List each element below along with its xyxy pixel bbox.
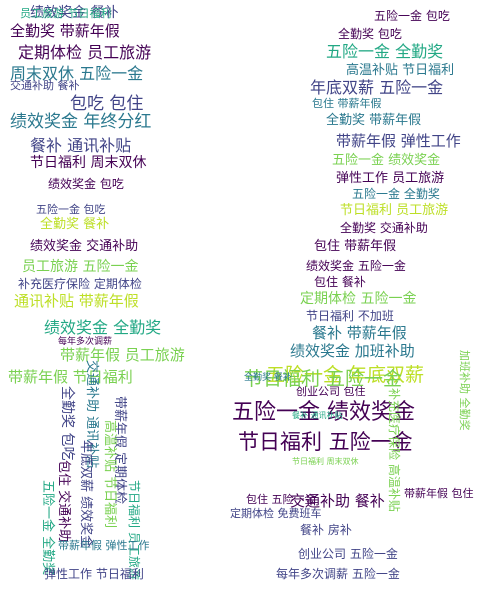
- cloud-word: 全勤奖 餐补: [244, 373, 292, 383]
- cloud-word: 包住 五险一金: [246, 493, 316, 506]
- cloud-word: 节日福利 五险一金: [238, 430, 413, 454]
- cloud-word: 带薪年假 弹性工作: [58, 539, 150, 552]
- cloud-word: 全勤奖 包吃: [338, 27, 402, 41]
- cloud-word: 绩效奖金 全勤奖: [44, 318, 162, 337]
- cloud-word: 全勤奖 包吃: [59, 386, 75, 461]
- cloud-word: 餐补 通讯补贴: [292, 411, 343, 420]
- cloud-word: 绩效奖金 包吃: [48, 177, 124, 191]
- cloud-word: 五险一金 绩效奖金: [332, 153, 441, 168]
- cloud-word: 通讯补贴 带薪年假: [14, 292, 139, 310]
- cloud-word: 加班补助 全勤奖: [458, 350, 471, 431]
- cloud-word: 全勤奖 带薪年假: [326, 113, 422, 128]
- cloud-word: 绩效奖金 年终分红: [10, 112, 152, 132]
- cloud-word: 绩效奖金 餐补: [30, 5, 119, 21]
- cloud-word: 包住 交通补助: [56, 460, 71, 543]
- cloud-word: 弹性工作 节日福利: [44, 567, 144, 581]
- cloud-word: 高温补贴 节日福利: [102, 420, 117, 529]
- cloud-word: 员工旅游 节日福利: [20, 7, 112, 20]
- cloud-word: 每年多次调薪 五险一金: [276, 567, 400, 581]
- cloud-word: 年底双薪 五险一金: [310, 78, 444, 97]
- cloud-word: 全勤奖 带薪年假: [10, 22, 120, 40]
- cloud-word: 交通补助 餐补: [10, 79, 80, 92]
- cloud-word: 带薪年假 弹性工作: [336, 132, 461, 150]
- cloud-word: 高温补贴 节日福利: [346, 63, 455, 78]
- cloud-word: 带薪年假 节日福利: [8, 368, 133, 386]
- cloud-word: 创业公司 五险一金: [298, 547, 398, 561]
- cloud-word: 补充医疗保险 定期体检: [18, 277, 142, 291]
- cloud-word: 绩效奖金 加班补助: [290, 342, 415, 360]
- cloud-word: 五险一金 绩效奖金: [232, 400, 415, 425]
- cloud-word: 五险一金 年底双薪: [266, 364, 425, 386]
- cloud-word: 节日福利 周末双休: [30, 155, 147, 171]
- cloud-word: 定期体检 五险一金: [300, 291, 417, 307]
- cloud-word: 补充医疗保险 高温补贴: [387, 388, 401, 512]
- cloud-word: 带薪年假 员工旅游: [60, 346, 185, 364]
- cloud-word: 节日福利 五险一金: [244, 368, 403, 390]
- cloud-word: 定期体检 员工旅游: [18, 43, 152, 62]
- cloud-word: 包吃 包住: [70, 94, 144, 114]
- cloud-word: 带薪年假 包住: [404, 487, 474, 500]
- cloud-word: 绩效奖金 五险一金: [306, 259, 406, 273]
- cloud-word: 包住 餐补: [314, 275, 366, 289]
- cloud-word: 全勤奖 交通补助: [340, 221, 428, 235]
- cloud-word: 节日福利 不加班: [306, 309, 394, 323]
- cloud-word: 节日福利 员工旅游: [340, 203, 449, 218]
- cloud-word: 全勤奖 餐补: [40, 217, 110, 232]
- cloud-word: 节日福利 员工旅游: [127, 480, 141, 580]
- cloud-word: 绩效奖金 交通补助: [30, 239, 139, 254]
- cloud-word: 交通补助 餐补: [290, 492, 385, 510]
- cloud-word: 包住 带薪年假: [312, 97, 382, 110]
- cloud-word: 定期体检 免费班车: [230, 507, 322, 520]
- cloud-word: 员工旅游 五险一金: [22, 259, 139, 275]
- cloud-word: 五险一金 全勤奖: [40, 480, 55, 576]
- cloud-word: 五险一金 全勤奖: [352, 187, 440, 201]
- cloud-word: 五险一金 包吃: [36, 203, 106, 216]
- cloud-word: 周末双休 五险一金: [10, 64, 144, 83]
- cloud-word: 包住 带薪年假: [314, 239, 397, 254]
- cloud-word: 餐补 带薪年假: [312, 324, 407, 342]
- cloud-word: 年底双薪 绩效奖金: [78, 440, 93, 549]
- cloud-word: 弹性工作 员工旅游: [336, 171, 445, 186]
- cloud-word: 每年多次调薪: [58, 337, 113, 347]
- cloud-word: 餐补 通讯补贴: [30, 136, 132, 155]
- cloud-word: 创业公司 包住: [296, 385, 366, 398]
- cloud-word: 五险一金 包吃: [374, 9, 450, 23]
- cloud-word: 餐补 房补: [300, 523, 352, 537]
- cloud-word: 节日福利 周末双休: [292, 457, 359, 466]
- cloud-word: 五险一金 全勤奖: [326, 42, 444, 61]
